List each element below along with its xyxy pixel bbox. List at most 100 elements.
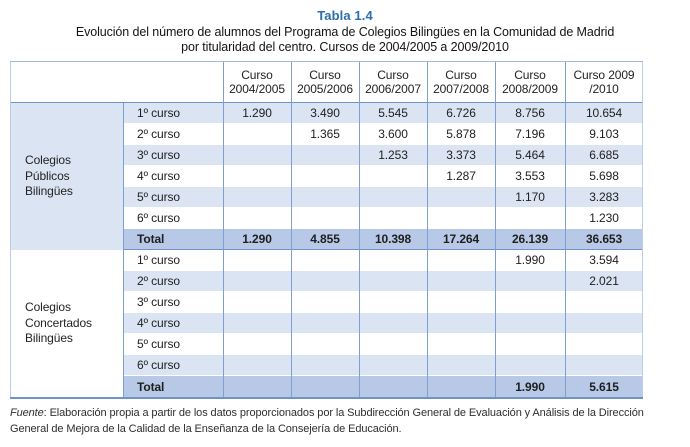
- group-label-concertados: Colegios Concertados Bilingües: [10, 250, 123, 397]
- table-row: 2º curso 1.365 3.600 5.878 7.196 9.103: [10, 124, 643, 145]
- value-cell: [291, 313, 359, 333]
- value-cell: [427, 355, 495, 375]
- value-cell: [427, 208, 495, 228]
- grid-line: [10, 62, 11, 397]
- column-header: Curso 2006/2007: [365, 67, 421, 96]
- value-cell: 9.103: [589, 127, 619, 141]
- value-cell: 5.878: [446, 127, 476, 141]
- column-header: Curso 2009 /2010: [573, 67, 635, 96]
- grid-line: [223, 62, 224, 397]
- value-cell: 17.264: [442, 232, 480, 246]
- value-cell: [359, 355, 427, 375]
- value-cell: 1.365: [310, 127, 340, 141]
- value-cell: 1.253: [378, 148, 408, 162]
- row-label: 1º curso: [137, 106, 180, 120]
- value-cell: [291, 271, 359, 291]
- grid-line: [123, 103, 124, 397]
- group-label-publicos: Colegios Públicos Bilingües: [10, 103, 123, 250]
- row-label: Total: [137, 232, 165, 246]
- value-cell: 5.545: [378, 106, 408, 120]
- value-cell: 1.990: [515, 253, 545, 267]
- value-cell: [495, 292, 565, 312]
- value-cell: 1.287: [446, 169, 476, 183]
- value-cell: [359, 376, 427, 397]
- row-label: 3º curso: [137, 148, 180, 162]
- value-cell: [427, 187, 495, 207]
- table-row: 1º curso 1.990 3.594: [10, 250, 643, 271]
- value-cell: [359, 166, 427, 186]
- value-cell: [291, 292, 359, 312]
- table-subtitle: Evolución del número de alumnos del Prog…: [75, 25, 615, 54]
- table-row: 4º curso: [10, 313, 643, 334]
- value-cell: [291, 250, 359, 270]
- total-row: Total 1.990 5.615: [10, 376, 643, 397]
- table-row: 6º curso: [10, 355, 643, 376]
- value-cell: [223, 250, 291, 270]
- grid-line: [427, 62, 428, 397]
- source-text: : Elaboración propia a partir de los dat…: [10, 407, 644, 435]
- value-cell: [359, 334, 427, 354]
- value-cell: [223, 376, 291, 397]
- table-row: 3º curso 1.253 3.373 5.464 6.685: [10, 145, 643, 166]
- row-label: 5º curso: [137, 337, 180, 351]
- value-cell: [291, 208, 359, 228]
- value-cell: 2.021: [589, 274, 619, 288]
- value-cell: 1.290: [242, 106, 272, 120]
- value-cell: [223, 187, 291, 207]
- grid-line: [359, 62, 360, 397]
- value-cell: 1.290: [242, 232, 272, 246]
- value-cell: 3.490: [310, 106, 340, 120]
- value-cell: [359, 292, 427, 312]
- row-label: 2º curso: [137, 127, 180, 141]
- value-cell: 5.464: [515, 148, 545, 162]
- value-cell: 3.373: [446, 148, 476, 162]
- value-cell: 5.615: [589, 379, 619, 394]
- value-cell: 4.855: [310, 232, 340, 246]
- value-cell: [565, 355, 643, 375]
- value-cell: [223, 292, 291, 312]
- value-cell: [565, 313, 643, 333]
- value-cell: 10.398: [374, 232, 412, 246]
- row-label: 5º curso: [137, 190, 180, 204]
- value-cell: 6.726: [446, 106, 476, 120]
- value-cell: [223, 124, 291, 144]
- value-cell: [495, 334, 565, 354]
- table-row: 6º curso 1.230: [10, 208, 643, 229]
- value-cell: 3.594: [589, 253, 619, 267]
- value-cell: [495, 355, 565, 375]
- value-cell: [359, 250, 427, 270]
- column-header: Curso 2005/2006: [297, 67, 353, 96]
- total-row: Total 1.290 4.855 10.398 17.264 26.139 36.653: [10, 229, 643, 250]
- value-cell: [565, 334, 643, 354]
- value-cell: 10.654: [585, 106, 623, 120]
- table-row: 5º curso: [10, 334, 643, 355]
- table-row: 2º curso 2.021: [10, 271, 643, 292]
- value-cell: [223, 271, 291, 291]
- value-cell: 1.230: [589, 211, 619, 225]
- column-header: Curso 2004/2005: [229, 67, 285, 96]
- value-cell: 26.139: [511, 232, 549, 246]
- value-cell: [223, 166, 291, 186]
- value-cell: [427, 271, 495, 291]
- value-cell: [223, 208, 291, 228]
- value-cell: 8.756: [515, 106, 545, 120]
- header-empty-cell: [10, 62, 223, 102]
- value-cell: 3.600: [378, 127, 408, 141]
- value-cell: 3.283: [589, 190, 619, 204]
- value-cell: [427, 292, 495, 312]
- value-cell: [565, 292, 643, 312]
- value-cell: [359, 313, 427, 333]
- value-cell: [223, 355, 291, 375]
- value-cell: [223, 145, 291, 165]
- row-label: 6º curso: [137, 211, 180, 225]
- grid-line: [291, 62, 292, 397]
- table-row: 1º curso 1.290 3.490 5.545 6.726 8.756 10.654: [10, 103, 643, 124]
- column-header: Curso 2007/2008: [433, 67, 489, 96]
- source-note: Fuente: Elaboración propia a partir de l…: [10, 406, 680, 438]
- value-cell: [291, 166, 359, 186]
- column-header: Curso 2008/2009: [502, 67, 558, 96]
- value-cell: [359, 187, 427, 207]
- row-label: 4º curso: [137, 316, 180, 330]
- value-cell: [427, 334, 495, 354]
- value-cell: 1.990: [515, 379, 545, 394]
